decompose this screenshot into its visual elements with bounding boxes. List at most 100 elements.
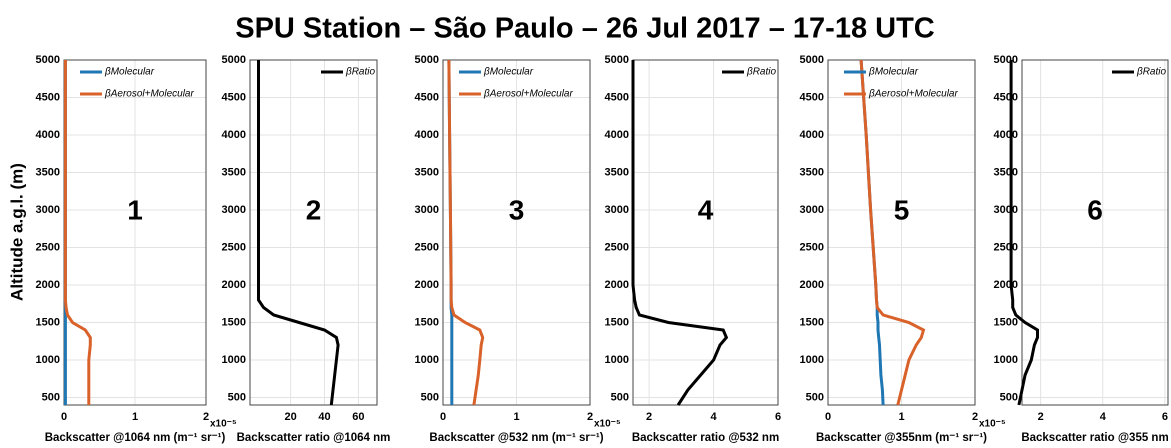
y-tick-label: 1500 [605, 316, 629, 328]
x-tick-label: 20 [285, 411, 297, 423]
x-axis-label: Backscatter @355nm (m⁻¹ sr⁻¹) [816, 432, 987, 444]
y-tick-label: 1000 [415, 354, 439, 366]
x-axis-label: Backscatter ratio @1064 nm [237, 432, 391, 444]
y-tick-label: 3000 [800, 204, 824, 216]
panel-number: 2 [306, 194, 322, 225]
legend-label: βRatio [345, 67, 375, 78]
y-tick-label: 5000 [605, 54, 629, 66]
y-tick-label: 2000 [605, 279, 629, 291]
plot-frame [249, 59, 378, 406]
x-axis-label: Backscatter @532 nm (m⁻¹ sr⁻¹) [429, 432, 603, 444]
y-tick-label: 1000 [222, 354, 246, 366]
axis-multiplier: x10⁻⁵ [210, 419, 237, 430]
legend-label: βAerosol+Molecular [104, 89, 194, 100]
y-tick-label: 500 [421, 391, 439, 403]
y-tick-label: 2500 [605, 241, 629, 253]
y-tick-label: 2000 [800, 279, 824, 291]
y-tick-label: 1500 [36, 316, 60, 328]
x-tick-label: 2 [1038, 411, 1044, 423]
y-tick-label: 500 [1000, 391, 1018, 403]
y-tick-label: 3500 [415, 166, 439, 178]
y-tick-label: 2500 [36, 241, 60, 253]
y-tick-label: 1000 [994, 354, 1018, 366]
y-tick-label: 1000 [800, 354, 824, 366]
x-tick-label: 60 [352, 411, 364, 423]
y-tick-label: 500 [42, 391, 60, 403]
y-tick-label: 4500 [605, 91, 629, 103]
x-tick-label: 4 [1100, 411, 1107, 423]
x-tick-label: 1 [898, 411, 904, 423]
x-tick-label: 6 [775, 411, 781, 423]
y-tick-label: 500 [228, 391, 246, 403]
y-tick-label: 4000 [800, 129, 824, 141]
y-tick-label: 4500 [994, 91, 1018, 103]
series-line [257, 60, 340, 406]
legend-label: βRatio [1136, 67, 1166, 78]
y-tick-label: 4000 [222, 129, 246, 141]
legend-label: βRatio [746, 67, 776, 78]
legend-label: βMolecular [483, 67, 534, 78]
y-tick-label: 1000 [36, 354, 60, 366]
y-tick-label: 3000 [415, 204, 439, 216]
y-tick-label: 4000 [994, 129, 1018, 141]
x-axis-label: Backscatter ratio @355 nm [1021, 432, 1168, 444]
axis-multiplier: x10⁻⁵ [594, 419, 621, 430]
y-tick-label: 4500 [36, 91, 60, 103]
y-tick-label: 1500 [415, 316, 439, 328]
y-tick-label: 4500 [222, 91, 246, 103]
y-tick-label: 2000 [222, 279, 246, 291]
y-tick-label: 1500 [994, 316, 1018, 328]
x-tick-label: 40 [318, 411, 330, 423]
y-tick-label: 4500 [415, 91, 439, 103]
y-tick-label: 5000 [800, 54, 824, 66]
legend-label: βAerosol+Molecular [483, 89, 573, 100]
plot-frame [827, 59, 976, 406]
y-tick-label: 5000 [222, 54, 246, 66]
figure-title: SPU Station – São Paulo – 26 Jul 2017 – … [235, 13, 935, 45]
legend-label: βAerosol+Molecular [868, 89, 958, 100]
x-tick-label: 0 [61, 411, 67, 423]
series-line [631, 60, 729, 406]
y-tick-label: 5000 [36, 54, 60, 66]
y-tick-label: 5000 [994, 54, 1018, 66]
x-tick-label: 4 [710, 411, 717, 423]
y-tick-label: 4000 [36, 129, 60, 141]
series-line [63, 60, 92, 405]
series-line [1009, 60, 1039, 406]
y-tick-label: 2500 [415, 241, 439, 253]
y-tick-label: 3500 [994, 166, 1018, 178]
y-tick-label: 2500 [800, 241, 824, 253]
y-tick-label: 500 [806, 391, 824, 403]
legend-label: βMolecular [104, 67, 155, 78]
x-tick-label: 2 [203, 411, 209, 423]
x-tick-label: 1 [513, 411, 519, 423]
y-tick-label: 4000 [605, 129, 629, 141]
panel-number: 5 [894, 194, 910, 225]
y-tick-label: 2000 [415, 279, 439, 291]
y-tick-label: 4000 [415, 129, 439, 141]
axis-multiplier: x10⁻⁵ [979, 419, 1006, 430]
y-tick-label: 1500 [222, 316, 246, 328]
x-tick-label: 0 [440, 411, 446, 423]
y-tick-label: 3500 [36, 166, 60, 178]
y-tick-label: 5000 [415, 54, 439, 66]
y-tick-label: 4500 [800, 91, 824, 103]
x-tick-label: 2 [587, 411, 593, 423]
plot-frame [1021, 59, 1169, 406]
series-line [447, 59, 485, 406]
y-tick-label: 3000 [605, 204, 629, 216]
x-tick-label: 6 [1162, 411, 1168, 423]
y-tick-label: 3500 [800, 166, 824, 178]
plot-frame [632, 59, 779, 406]
y-axis-label: Altitude a.g.l. (m) [7, 163, 26, 301]
x-axis-label: Backscatter ratio @532 nm [632, 432, 779, 444]
y-tick-label: 2000 [36, 279, 60, 291]
x-tick-label: 2 [972, 411, 978, 423]
x-tick-label: 1 [132, 411, 138, 423]
x-axis-label: Backscatter @1064 nm (m⁻¹ sr⁻¹) [45, 432, 226, 444]
y-tick-label: 3000 [36, 204, 60, 216]
y-tick-label: 3000 [994, 204, 1018, 216]
x-tick-label: 2 [646, 411, 652, 423]
y-tick-label: 3500 [222, 166, 246, 178]
